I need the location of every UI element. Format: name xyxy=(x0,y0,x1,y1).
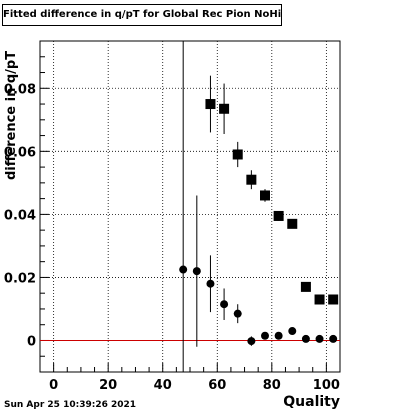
square-data-point xyxy=(300,281,311,292)
circle-data-point xyxy=(315,334,324,343)
y-tick-label: 0 xyxy=(27,334,36,349)
square-data-point xyxy=(260,190,270,201)
y-axis-label-container: difference in q/pT xyxy=(4,40,24,190)
y-tick-label: 0.08 xyxy=(4,82,36,97)
x-tick-label: 80 xyxy=(263,378,281,393)
square-data-point xyxy=(219,103,230,114)
y-tick-label: 0.04 xyxy=(4,208,36,223)
grid-layer xyxy=(40,41,340,372)
x-tick-label: 100 xyxy=(313,378,340,393)
x-axis-label: Quality xyxy=(283,394,340,410)
square-data-point xyxy=(205,99,216,110)
timestamp: Sun Apr 25 10:39:26 2021 xyxy=(4,400,137,410)
y-tick-label: 0.02 xyxy=(4,271,36,286)
circle-data-point xyxy=(301,334,310,343)
circle-data-point xyxy=(220,300,229,309)
y-axis-label: difference in q/pT xyxy=(4,50,19,180)
circle-data-point xyxy=(192,267,201,276)
circle-data-point xyxy=(288,327,297,336)
plot-frame xyxy=(39,40,341,373)
circle-data-point xyxy=(179,265,188,274)
x-tick-label: 40 xyxy=(154,378,172,393)
x-tick-label: 0 xyxy=(49,378,58,393)
circle-data-point xyxy=(206,279,215,288)
square-data-point xyxy=(328,294,339,305)
x-tick-label: 60 xyxy=(208,378,226,393)
axes-layer: 0 20 40 60 80 100 0 0.02 0.04 0.06 0.08 xyxy=(4,40,341,393)
circle-data-point xyxy=(261,331,269,340)
marks-layer xyxy=(40,41,340,372)
circle-data-point xyxy=(247,337,256,346)
square-data-point xyxy=(232,149,243,160)
circle-data-point xyxy=(274,331,283,340)
square-data-point xyxy=(246,174,257,185)
square-data-point xyxy=(314,294,325,305)
x-tick-label: 20 xyxy=(99,378,117,393)
circle-data-point xyxy=(329,334,338,343)
circle-data-point xyxy=(233,309,242,318)
chart-title: Fitted difference in q/pT for Global Rec… xyxy=(2,4,282,26)
square-data-point xyxy=(273,210,284,221)
y-tick-label: 0.06 xyxy=(4,145,36,160)
square-data-point xyxy=(287,218,298,229)
